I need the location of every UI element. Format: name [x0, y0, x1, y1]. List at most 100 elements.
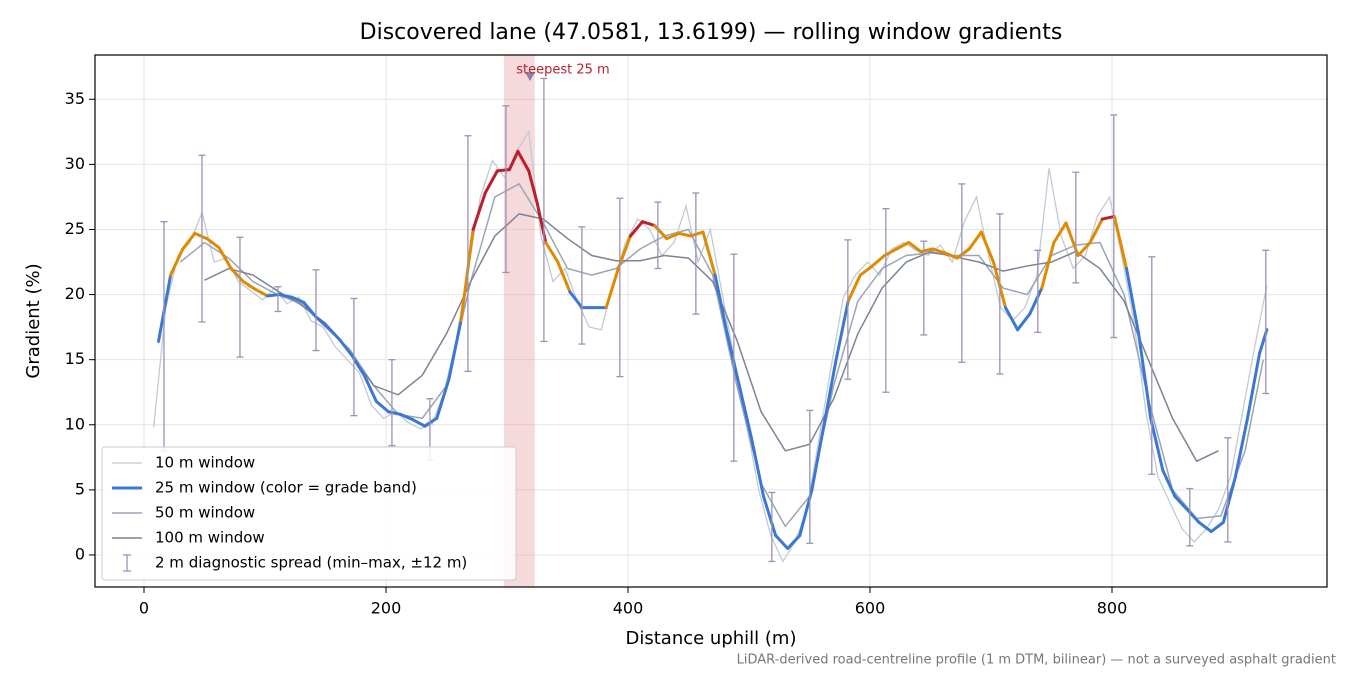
y-tick-label: 25: [65, 219, 85, 238]
line-segment: [253, 287, 269, 298]
line-segment: [1173, 494, 1189, 511]
y-tick-label: 30: [65, 154, 85, 173]
line-segment: [495, 168, 511, 173]
line-segment: [314, 315, 330, 329]
line-segment: [1161, 468, 1177, 498]
y-tick-label: 15: [65, 349, 85, 368]
line-segment: [689, 230, 705, 238]
line-segment: [713, 273, 729, 336]
line-segment: [1185, 507, 1201, 524]
x-tick-label: 200: [371, 599, 402, 618]
line-segment: [1040, 240, 1056, 290]
line-segment: [1088, 217, 1104, 244]
line-segment: [1112, 214, 1129, 271]
line-segment: [967, 230, 983, 251]
line-segment: [326, 325, 342, 342]
line-segment: [1016, 312, 1032, 332]
line-segment: [1246, 351, 1262, 420]
line-segment: [527, 169, 539, 205]
line-segment: [411, 418, 427, 428]
line-segment: [810, 423, 826, 492]
line-segment: [846, 273, 862, 303]
line-segment: [241, 280, 257, 291]
line-segment: [1221, 475, 1237, 524]
legend-label: 50 m window: [155, 504, 255, 522]
line-segment: [774, 533, 790, 550]
footnote: LiDAR-derived road-centreline profile (1…: [737, 653, 1336, 668]
line-segment: [641, 220, 657, 228]
line-segment: [822, 358, 838, 427]
line-segment: [858, 264, 874, 277]
x-tick-label: 0: [139, 599, 149, 618]
line-segment: [1137, 332, 1153, 420]
y-tick-label: 20: [65, 284, 85, 303]
line-segment: [386, 410, 403, 416]
line-segment: [1004, 306, 1020, 332]
line: [204, 213, 1219, 463]
x-tick-label: 400: [613, 599, 644, 618]
x-axis-label: Distance uphill (m): [626, 628, 797, 649]
line-segment: [653, 224, 669, 241]
legend: 10 m window 25 m window (color = grade ba…: [101, 446, 517, 581]
line-segment: [399, 412, 415, 422]
line-segment: [762, 494, 778, 537]
line-segment: [362, 373, 378, 403]
line-segment: [290, 295, 306, 304]
line-segment: [919, 247, 935, 254]
line-segment: [834, 299, 850, 362]
line-segment: [979, 230, 995, 264]
x-tick-label: 600: [855, 599, 886, 618]
y-tick-label: 5: [75, 479, 85, 498]
line-segment: [1209, 520, 1225, 534]
y-axis-label: Gradient (%): [23, 263, 44, 378]
line-segment: [883, 247, 899, 258]
line-segment: [1052, 221, 1068, 244]
line-segment: [483, 169, 499, 195]
line-segment: [447, 319, 463, 381]
line-segment: [229, 267, 245, 284]
line-segment: [181, 231, 197, 251]
line-segment: [943, 251, 959, 260]
line-segment: [169, 247, 185, 277]
line-segment: [604, 267, 620, 310]
line-segment: [278, 293, 294, 299]
line-segment: [1233, 416, 1250, 479]
line-segment: [507, 149, 520, 172]
line-segment: [516, 149, 531, 173]
line-segment: [749, 436, 766, 498]
chart-title: Discovered lane (47.0581, 13.6199) — rol…: [360, 20, 1063, 45]
line-segment: [205, 237, 221, 250]
line-segment: [217, 246, 233, 271]
line-segment: [1149, 416, 1165, 472]
line-segment: [459, 227, 475, 323]
line-segment: [556, 260, 572, 294]
line-segment: [544, 240, 560, 264]
line-segment: [870, 254, 887, 268]
legend-label: 100 m window: [155, 529, 265, 547]
line-segment: [1076, 240, 1092, 258]
line-segment: [1125, 267, 1141, 336]
line-segment: [1197, 520, 1213, 534]
legend-label: 25 m window (color = grade band): [155, 479, 417, 497]
y-tick-label: 0: [75, 544, 85, 563]
line-segment: [568, 290, 584, 310]
line-segment: [737, 384, 753, 440]
line-segment: [302, 300, 318, 319]
line-segment: [701, 230, 717, 277]
y-tick-label: 10: [65, 414, 85, 433]
y-tick-label: 35: [65, 89, 85, 108]
line-segment: [907, 240, 923, 254]
annotation: steepest 25 m: [516, 63, 609, 78]
line-segment: [193, 231, 209, 241]
line-segment: [895, 240, 911, 251]
line-segment: [628, 220, 645, 238]
legend-label: 10 m window: [155, 454, 255, 472]
x-tick-label: 800: [1097, 599, 1128, 618]
line-segment: [338, 338, 354, 358]
line-segment: [665, 231, 681, 241]
line-segment: [931, 247, 947, 255]
legend-box: [101, 446, 517, 581]
line-segment: [1100, 214, 1116, 221]
line: [153, 129, 1268, 563]
line-segment: [677, 231, 693, 238]
